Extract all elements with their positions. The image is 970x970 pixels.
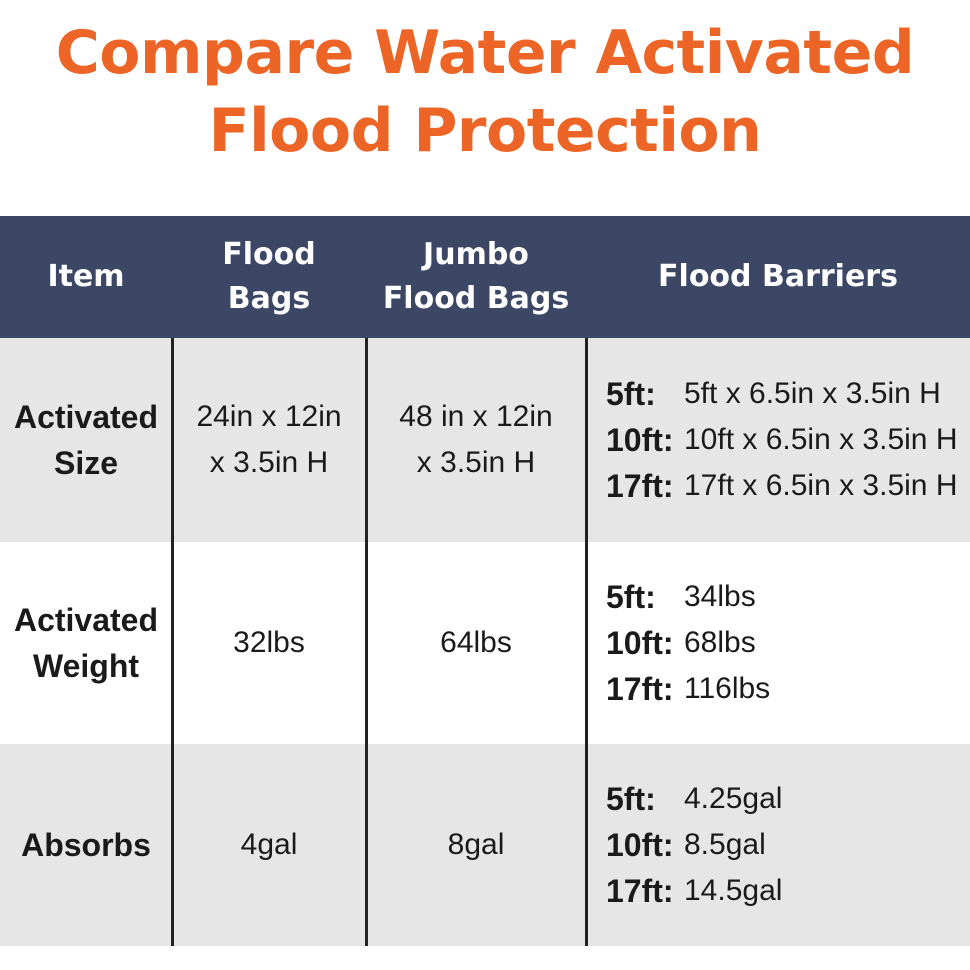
barrier-size-label: 10ft: — [606, 625, 674, 661]
cell-text: 32lbs — [233, 626, 305, 659]
cell-text: 48 in x 12in — [399, 400, 553, 433]
table-header: Item Flood Bags Jumbo Flood Bags Flood B… — [0, 216, 970, 338]
row-label: Activated Size — [0, 338, 172, 542]
header-flood-barriers-label: Flood Barriers — [658, 259, 898, 294]
barrier-value: 4.25gal — [684, 782, 783, 815]
barrier-line: 5ft: 5ft x 6.5in x 3.5in H — [606, 371, 958, 417]
cell-flood-bags: 24in x 12in x 3.5in H — [172, 338, 366, 542]
barrier-value: 8.5gal — [684, 828, 766, 861]
cell-text: 64lbs — [440, 626, 512, 659]
row-label-line-1: Activated — [13, 602, 159, 638]
cell-flood-barriers: 5ft: 34lbs 10ft: 68lbs 17ft: 116lbs — [586, 542, 970, 744]
barrier-value: 34lbs — [684, 580, 756, 613]
header-jumbo-flood-bags: Jumbo Flood Bags — [366, 216, 586, 338]
row-label: Absorbs — [0, 744, 172, 946]
barrier-value: 68lbs — [684, 626, 756, 659]
barrier-size-label: 17ft: — [606, 873, 674, 909]
page-title: Compare Water Activated Flood Protection — [0, 14, 970, 170]
column-divider — [365, 338, 368, 946]
cell-text: x 3.5in H — [209, 446, 329, 479]
header-item-label: Item — [47, 259, 125, 294]
barrier-line: 17ft: 14.5gal — [606, 868, 782, 914]
barrier-value: 5ft x 6.5in x 3.5in H — [684, 377, 941, 410]
header-jumbo-line-1: Jumbo — [423, 237, 529, 272]
barrier-size-label: 5ft: — [606, 781, 656, 817]
barrier-size-label: 5ft: — [606, 376, 656, 412]
cell-flood-bags: 32lbs — [172, 542, 366, 744]
barrier-value: 14.5gal — [684, 874, 783, 907]
row-label-line-1: Absorbs — [21, 827, 151, 863]
barrier-size-label: 17ft: — [606, 671, 674, 707]
barrier-value: 10ft x 6.5in x 3.5in H — [684, 423, 958, 456]
comparison-table: Item Flood Bags Jumbo Flood Bags Flood B… — [0, 216, 970, 946]
header-flood-barriers: Flood Barriers — [586, 216, 970, 338]
table-row: Activated Size 24in x 12in x 3.5in H 48 … — [0, 338, 970, 542]
barrier-size-label: 5ft: — [606, 579, 656, 615]
row-label-line-2: Weight — [32, 648, 140, 684]
header-flood-bags: Flood Bags — [172, 216, 366, 338]
table-row: Activated Weight 32lbs 64lbs 5ft: 34lbs 1… — [0, 542, 970, 744]
cell-jumbo-flood-bags: 8gal — [366, 744, 586, 946]
title-line-2: Flood Protection — [208, 96, 762, 166]
barrier-size-label: 17ft: — [606, 468, 674, 504]
cell-text: 4gal — [240, 828, 298, 861]
title-line-1: Compare Water Activated — [55, 18, 915, 88]
cell-flood-barriers: 5ft: 4.25gal 10ft: 8.5gal 17ft: 14.5gal — [586, 744, 970, 946]
table-row: Absorbs 4gal 8gal 5ft: 4.25gal 10ft: 8.5ga… — [0, 744, 970, 946]
column-divider — [585, 338, 588, 946]
barrier-line: 10ft: 10ft x 6.5in x 3.5in H — [606, 417, 958, 463]
header-item: Item — [0, 216, 172, 338]
column-divider — [171, 338, 174, 946]
barrier-line: 10ft: 68lbs — [606, 620, 770, 666]
barrier-line: 10ft: 8.5gal — [606, 822, 782, 868]
cell-flood-bags: 4gal — [172, 744, 366, 946]
cell-jumbo-flood-bags: 48 in x 12in x 3.5in H — [366, 338, 586, 542]
row-label-line-1: Activated — [13, 399, 159, 435]
barrier-value: 17ft x 6.5in x 3.5in H — [684, 469, 958, 502]
header-jumbo-line-2: Flood Bags — [382, 281, 570, 316]
header-flood-bags-line-1: Flood — [222, 237, 316, 272]
cell-text: 24in x 12in — [196, 400, 342, 433]
barrier-line: 5ft: 4.25gal — [606, 776, 782, 822]
barrier-line: 17ft: 116lbs — [606, 666, 770, 712]
barrier-size-label: 10ft: — [606, 827, 674, 863]
cell-flood-barriers: 5ft: 5ft x 6.5in x 3.5in H 10ft: 10ft x 6.… — [586, 338, 970, 542]
header-flood-bags-line-2: Bags — [227, 281, 311, 316]
row-label-line-2: Size — [53, 445, 118, 481]
barrier-line: 5ft: 34lbs — [606, 574, 770, 620]
cell-jumbo-flood-bags: 64lbs — [366, 542, 586, 744]
cell-text: 8gal — [447, 828, 505, 861]
barrier-size-label: 10ft: — [606, 422, 674, 458]
barrier-value: 116lbs — [684, 672, 771, 705]
cell-text: x 3.5in H — [416, 446, 536, 479]
barrier-line: 17ft: 17ft x 6.5in x 3.5in H — [606, 463, 958, 509]
row-label: Activated Weight — [0, 542, 172, 744]
